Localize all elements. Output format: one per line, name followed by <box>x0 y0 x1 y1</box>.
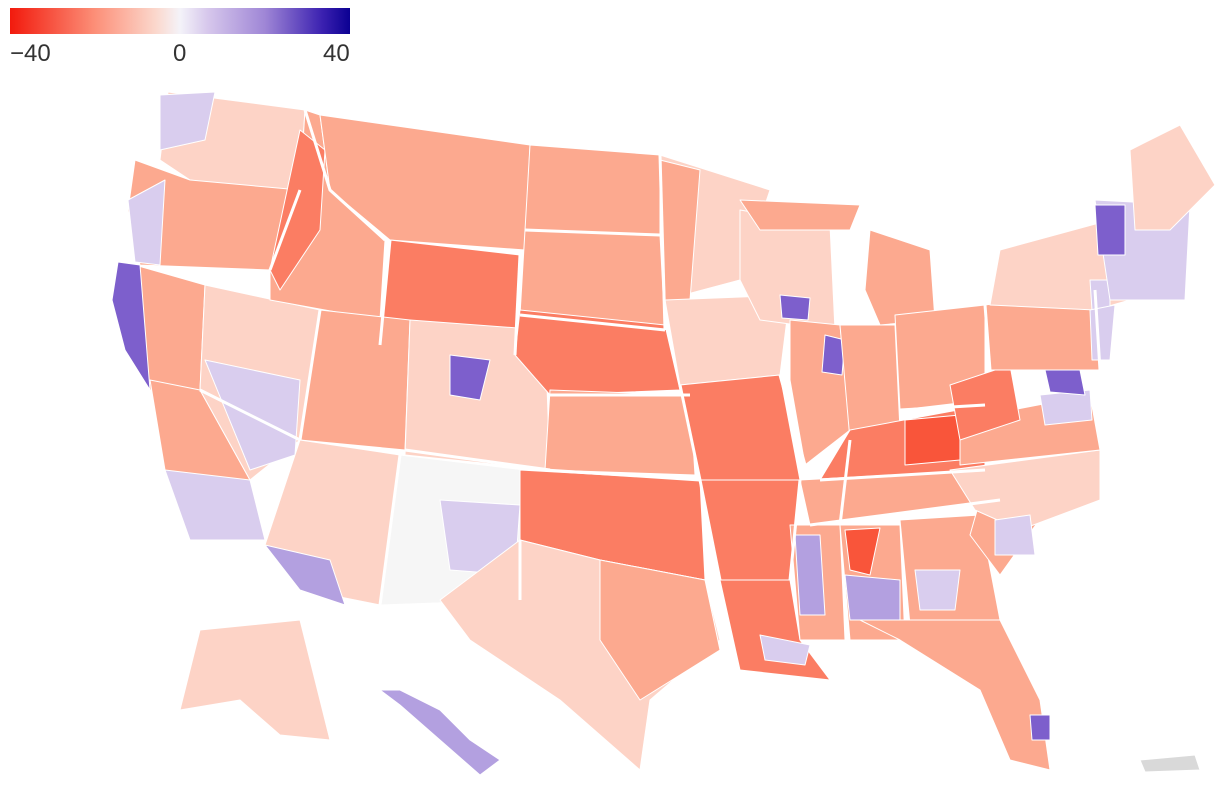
state-border <box>899 403 986 412</box>
region-north-dakota <box>524 144 661 236</box>
legend-min-label: −40 <box>10 40 51 67</box>
state-border <box>678 384 702 481</box>
state-border <box>544 468 701 482</box>
region-vermont <box>1094 204 1126 256</box>
state-border <box>778 374 807 466</box>
legend-gradient-bar <box>10 8 350 34</box>
state-border <box>378 239 392 346</box>
region-colorado-denver <box>449 354 491 401</box>
region-michigan-upper <box>739 199 861 231</box>
region-hawaii <box>379 689 501 776</box>
color-legend: −40 0 40 <box>10 8 350 67</box>
region-california-coast <box>111 261 151 391</box>
region-new-york-city <box>1089 279 1111 311</box>
region-texas-east <box>599 559 721 701</box>
region-maine <box>1129 124 1216 231</box>
region-georgia-atlanta <box>914 569 961 611</box>
state-border <box>268 189 302 271</box>
region-idaho-west <box>269 129 326 291</box>
region-louisiana-south <box>759 634 811 666</box>
region-alaska <box>179 619 331 741</box>
region-west-virginia <box>949 364 1021 441</box>
region-new-jersey <box>1089 304 1116 361</box>
legend-max-label: 40 <box>323 40 350 67</box>
state-border <box>788 479 802 581</box>
state-border <box>298 309 322 441</box>
region-mississippi-delta <box>794 534 826 616</box>
state-border <box>1093 289 1102 371</box>
region-illinois-chicago <box>821 334 846 376</box>
region-oregon-coast <box>127 179 166 266</box>
state-border <box>513 254 522 356</box>
region-washington-west <box>159 91 216 151</box>
state-border <box>404 448 551 472</box>
state-border <box>658 154 667 331</box>
state-border <box>983 304 992 371</box>
region-montana <box>319 114 531 251</box>
region-alabama-north <box>844 527 881 576</box>
region-alabama-black-belt <box>844 574 901 621</box>
region-north-carolina-triangle <box>994 514 1036 556</box>
region-florida-south <box>1029 714 1051 741</box>
state-border <box>698 479 722 581</box>
region-wisconsin-madison <box>779 294 811 321</box>
region-michigan <box>864 229 936 326</box>
state-border <box>819 468 986 482</box>
region-arkansas <box>699 479 801 581</box>
state-border <box>378 454 402 606</box>
state-border <box>524 228 661 237</box>
region-california-south <box>164 469 266 541</box>
region-kansas <box>544 389 696 476</box>
legend-mid-label: 0 <box>173 40 187 67</box>
state-border <box>303 109 387 242</box>
state-border <box>519 313 666 332</box>
region-kentucky-east <box>904 414 961 466</box>
state-border <box>199 388 301 442</box>
state-border <box>838 439 852 526</box>
region-maryland <box>1044 369 1086 396</box>
region-florida <box>859 619 1051 771</box>
state-border <box>809 498 1001 527</box>
region-puerto-rico <box>1139 754 1201 773</box>
region-arizona-south <box>264 544 346 606</box>
